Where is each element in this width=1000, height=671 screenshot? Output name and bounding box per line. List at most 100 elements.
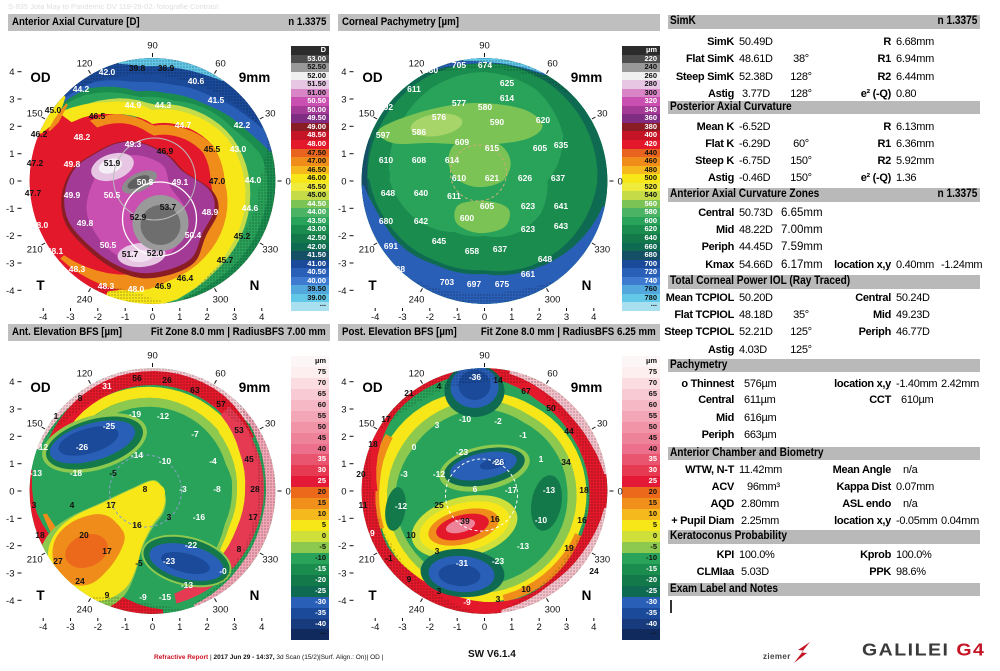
- svg-text:56: 56: [132, 373, 142, 383]
- svg-text:48.0: 48.0: [128, 284, 145, 294]
- svg-text:705: 705: [452, 60, 466, 70]
- svg-text:17: 17: [106, 500, 116, 510]
- svg-text:-3: -3: [179, 484, 187, 494]
- svg-text:626: 626: [518, 173, 532, 183]
- svg-text:2: 2: [537, 622, 542, 633]
- svg-text:1: 1: [54, 411, 59, 421]
- svg-text:2: 2: [537, 312, 542, 323]
- svg-text:-12: -12: [36, 442, 49, 452]
- svg-text:605: 605: [533, 143, 547, 153]
- svg-text:48.9: 48.9: [202, 207, 219, 217]
- svg-text:576: 576: [432, 112, 446, 122]
- svg-text:0: 0: [412, 442, 417, 452]
- svg-text:60: 60: [547, 369, 558, 380]
- svg-text:17: 17: [381, 414, 391, 424]
- svg-text:240: 240: [77, 604, 93, 615]
- svg-text:-26: -26: [492, 457, 505, 467]
- svg-text:16: 16: [132, 520, 142, 530]
- svg-text:OD: OD: [362, 380, 383, 395]
- svg-text:-1: -1: [338, 204, 346, 215]
- svg-text:-4: -4: [338, 286, 346, 297]
- svg-text:-3: -3: [66, 312, 74, 323]
- svg-text:658: 658: [465, 246, 479, 256]
- svg-text:648: 648: [538, 254, 552, 264]
- svg-text:150: 150: [27, 109, 43, 120]
- svg-text:590: 590: [490, 117, 504, 127]
- svg-text:46.2: 46.2: [31, 129, 48, 139]
- svg-text:640: 640: [414, 188, 428, 198]
- svg-text:120: 120: [409, 59, 425, 70]
- svg-text:67: 67: [521, 386, 531, 396]
- svg-text:120: 120: [409, 369, 425, 380]
- svg-text:26: 26: [162, 375, 172, 385]
- svg-text:1: 1: [509, 622, 514, 633]
- svg-text:-22: -22: [185, 540, 198, 550]
- svg-text:30: 30: [597, 419, 608, 430]
- svg-text:42.0: 42.0: [99, 67, 116, 77]
- svg-text:-10: -10: [459, 414, 472, 424]
- svg-text:621: 621: [485, 173, 499, 183]
- svg-text:-9: -9: [463, 597, 471, 607]
- svg-text:9: 9: [105, 590, 110, 600]
- svg-text:51.7: 51.7: [122, 249, 139, 259]
- svg-text:120: 120: [77, 59, 93, 70]
- svg-text:680: 680: [424, 65, 438, 75]
- svg-text:625: 625: [500, 78, 514, 88]
- svg-text:44.2: 44.2: [73, 84, 90, 94]
- svg-text:-10: -10: [535, 515, 548, 525]
- svg-text:-3: -3: [400, 469, 408, 479]
- svg-text:210: 210: [359, 245, 375, 256]
- svg-text:0: 0: [9, 177, 14, 188]
- svg-text:1: 1: [539, 454, 544, 464]
- svg-text:1: 1: [509, 312, 514, 323]
- svg-text:-12: -12: [157, 411, 170, 421]
- svg-text:-12: -12: [433, 469, 446, 479]
- svg-text:300: 300: [213, 294, 229, 305]
- svg-text:44.7: 44.7: [175, 120, 192, 130]
- svg-text:18: 18: [35, 530, 45, 540]
- svg-text:50: 50: [546, 403, 556, 413]
- svg-text:9mm: 9mm: [571, 380, 603, 395]
- svg-text:-19: -19: [129, 409, 142, 419]
- svg-text:691: 691: [384, 241, 398, 251]
- svg-text:592: 592: [379, 102, 393, 112]
- svg-text:45: 45: [244, 454, 254, 464]
- svg-text:675: 675: [495, 279, 509, 289]
- svg-text:-13: -13: [517, 541, 530, 551]
- svg-text:4: 4: [591, 312, 596, 323]
- svg-text:48.3: 48.3: [98, 281, 115, 291]
- svg-text:3: 3: [437, 586, 442, 596]
- svg-text:-4: -4: [39, 312, 47, 323]
- svg-text:3: 3: [9, 405, 14, 416]
- svg-text:N: N: [250, 588, 260, 603]
- svg-text:3: 3: [232, 312, 237, 323]
- svg-text:43.0: 43.0: [230, 144, 247, 154]
- svg-text:45.5: 45.5: [204, 144, 221, 154]
- svg-text:45.7: 45.7: [217, 255, 234, 265]
- svg-text:49.3: 49.3: [125, 139, 142, 149]
- svg-text:3: 3: [341, 95, 346, 106]
- svg-text:0: 0: [9, 487, 14, 498]
- svg-text:-2: -2: [6, 541, 14, 552]
- svg-text:51.9: 51.9: [104, 158, 121, 168]
- svg-text:1: 1: [341, 149, 346, 160]
- svg-text:0: 0: [618, 177, 623, 188]
- svg-text:39: 39: [460, 516, 470, 526]
- svg-text:44: 44: [564, 426, 574, 436]
- svg-text:-2: -2: [426, 622, 434, 633]
- svg-text:-3: -3: [66, 622, 74, 633]
- svg-text:9mm: 9mm: [239, 380, 271, 395]
- svg-text:580: 580: [478, 102, 492, 112]
- svg-text:49.9: 49.9: [64, 190, 81, 200]
- svg-text:614: 614: [500, 93, 514, 103]
- svg-text:T: T: [368, 278, 377, 293]
- svg-text:240: 240: [77, 294, 93, 305]
- svg-text:-17: -17: [505, 485, 518, 495]
- svg-text:-1: -1: [121, 622, 129, 633]
- svg-text:-4: -4: [6, 596, 14, 607]
- svg-text:-5: -5: [109, 468, 117, 478]
- svg-text:623: 623: [521, 201, 535, 211]
- svg-text:N: N: [582, 278, 592, 293]
- svg-text:688: 688: [391, 264, 405, 274]
- svg-text:680: 680: [379, 216, 393, 226]
